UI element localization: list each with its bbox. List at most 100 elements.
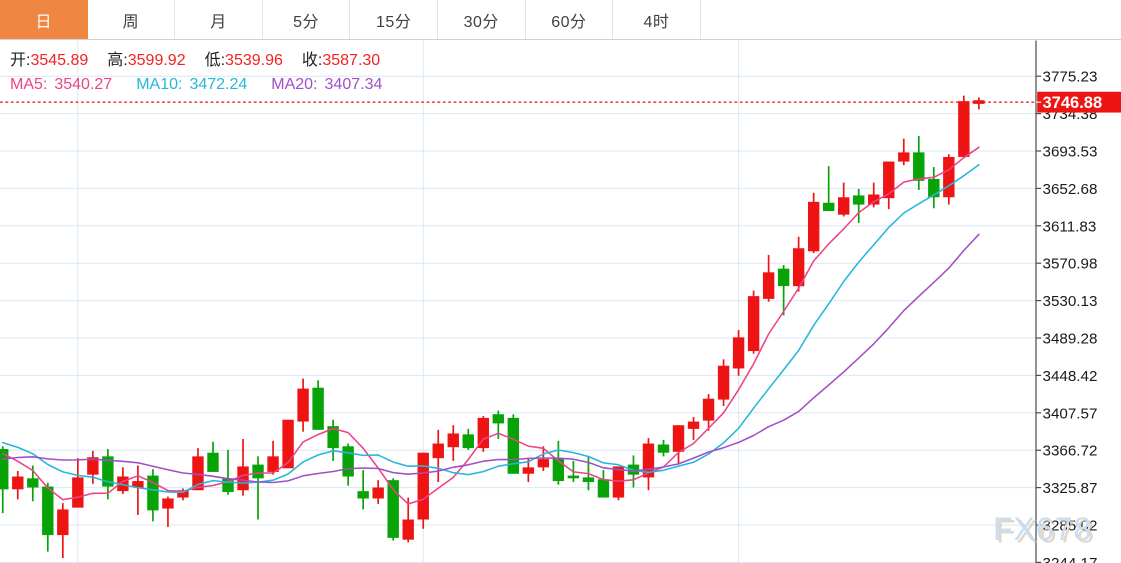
candle[interactable]	[252, 456, 264, 520]
candle[interactable]	[672, 425, 685, 465]
candle[interactable]	[838, 182, 850, 217]
candle[interactable]	[762, 254, 775, 302]
candle-body	[312, 387, 324, 430]
candle[interactable]	[297, 378, 309, 432]
candle[interactable]	[162, 496, 174, 527]
tab-60min[interactable]: 60分	[525, 0, 614, 39]
candle[interactable]	[102, 449, 114, 500]
candle[interactable]	[237, 438, 249, 496]
candle[interactable]	[928, 167, 940, 209]
candle[interactable]	[717, 359, 730, 407]
candle[interactable]	[612, 466, 625, 501]
axis-tick-label: 3244.17	[1043, 555, 1098, 563]
candle-body	[267, 456, 279, 472]
candle[interactable]	[342, 443, 354, 486]
candle[interactable]	[462, 428, 474, 450]
candle[interactable]	[312, 380, 324, 430]
candle[interactable]	[822, 166, 835, 211]
candle[interactable]	[657, 439, 670, 457]
candle[interactable]	[372, 480, 384, 504]
timeframe-tabbar: 日周月 5分 15分 30分 60分 4时	[0, 0, 1121, 40]
candle[interactable]	[177, 488, 189, 501]
candle[interactable]	[792, 236, 805, 292]
candle[interactable]	[132, 465, 144, 515]
candle-body	[732, 337, 745, 369]
ohlc-high: 高: 3599.92	[107, 52, 185, 69]
low-value: 3539.96	[225, 52, 283, 69]
candle[interactable]	[267, 440, 279, 475]
candle-body	[372, 487, 384, 499]
axis-tick-label: 3652.68	[1043, 181, 1098, 198]
candle[interactable]	[898, 138, 910, 166]
candle[interactable]	[597, 470, 610, 498]
candle[interactable]	[402, 497, 414, 543]
candle[interactable]	[973, 97, 985, 110]
candle[interactable]	[207, 441, 219, 472]
candle-body	[943, 156, 955, 198]
candle[interactable]	[687, 416, 700, 440]
candle-body	[913, 152, 925, 181]
candle-body	[898, 152, 910, 162]
candle[interactable]	[958, 95, 970, 157]
tab-month[interactable]: 月	[175, 0, 263, 39]
candle-body	[147, 475, 159, 511]
candle[interactable]	[853, 189, 865, 223]
tab-5min[interactable]: 5分	[262, 0, 351, 39]
tab-week[interactable]: 周	[87, 0, 176, 39]
candle[interactable]	[72, 458, 84, 508]
candle[interactable]	[477, 416, 489, 452]
candle[interactable]	[147, 469, 159, 522]
tab-4hour[interactable]: 4时	[613, 0, 701, 39]
candle[interactable]	[282, 419, 294, 469]
candle[interactable]	[357, 470, 369, 510]
ma5-line	[2, 146, 980, 505]
candle[interactable]	[417, 452, 429, 529]
candle[interactable]	[387, 478, 399, 541]
ma10-line	[2, 163, 980, 494]
candle[interactable]	[642, 438, 655, 491]
ma5-value: 3540.27	[54, 76, 113, 93]
tab-15min[interactable]: 15分	[350, 0, 438, 39]
candle[interactable]	[732, 330, 745, 376]
ohlc-readout: 开: 3545.89 高: 3599.92 低: 3539.96 收: 3587.30	[10, 52, 380, 69]
candle[interactable]	[0, 446, 9, 514]
candle[interactable]	[747, 290, 760, 354]
candle[interactable]	[807, 192, 820, 254]
candle[interactable]	[57, 503, 69, 558]
candle-body	[537, 459, 550, 468]
candle-body	[462, 434, 474, 449]
candle[interactable]	[492, 410, 505, 439]
candle-body	[102, 456, 114, 487]
candle[interactable]	[327, 419, 339, 461]
candle[interactable]	[447, 425, 459, 461]
tab-day[interactable]: 日	[0, 0, 88, 39]
candle-body	[792, 248, 805, 287]
ma20-value: 3407.34	[324, 76, 383, 93]
axis-tick-label: 3611.83	[1043, 218, 1097, 235]
candle[interactable]	[883, 161, 895, 210]
candle[interactable]	[702, 394, 715, 431]
open-label: 开:	[10, 52, 31, 69]
candle[interactable]	[552, 440, 565, 485]
candle-body	[117, 476, 129, 492]
tab-30min[interactable]: 30分	[437, 0, 526, 39]
candle-body	[342, 446, 354, 477]
candle-body	[762, 272, 775, 299]
candle[interactable]	[192, 448, 204, 491]
open-value: 3545.89	[30, 52, 89, 69]
candle[interactable]	[777, 265, 790, 316]
candle[interactable]	[943, 154, 955, 205]
candle-body	[222, 478, 234, 493]
candle-body	[642, 443, 655, 478]
candle[interactable]	[12, 471, 24, 500]
candle[interactable]	[222, 449, 234, 495]
candle[interactable]	[87, 450, 99, 484]
ma20-readout: MA20: 3407.34	[271, 76, 382, 93]
candle-body	[777, 268, 790, 287]
candle[interactable]	[913, 135, 925, 190]
ohlc-close: 收: 3587.30	[302, 52, 380, 69]
candle[interactable]	[42, 482, 54, 552]
candle[interactable]	[432, 429, 444, 482]
candle[interactable]	[868, 182, 880, 208]
